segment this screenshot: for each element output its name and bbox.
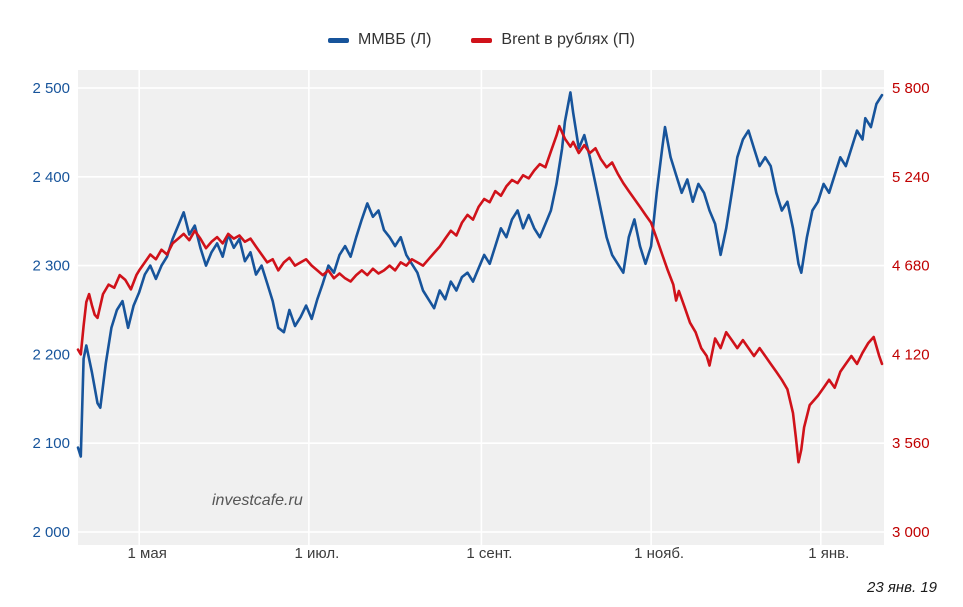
y-axis-left-label: 2 100 xyxy=(32,435,70,452)
legend-swatch-brent-icon xyxy=(471,37,493,43)
legend-label-mmvb: ММВБ (Л) xyxy=(357,31,432,48)
chart-legend: ММВБ (Л) Brent в рублях (П) xyxy=(0,31,963,49)
y-axis-right-label: 3 560 xyxy=(892,435,930,452)
y-axis-right-label: 5 800 xyxy=(892,80,930,97)
legend-label-brent: Brent в рублях (П) xyxy=(501,31,635,48)
legend-item-brent: Brent в рублях (П) xyxy=(471,31,635,49)
y-axis-left-label: 2 500 xyxy=(32,80,70,97)
y-axis-left-label: 2 200 xyxy=(32,346,70,363)
legend-item-mmvb: ММВБ (Л) xyxy=(327,31,432,49)
y-axis-left-label: 2 000 xyxy=(32,524,70,541)
series-line-mmvb xyxy=(76,91,884,458)
x-axis-label: 1 янв. xyxy=(808,545,849,562)
x-axis-label: 1 нояб. xyxy=(634,545,684,562)
x-axis-label: 1 сент. xyxy=(466,545,512,562)
y-axis-right-label: 4 680 xyxy=(892,258,930,275)
series-line-brent xyxy=(76,124,884,464)
x-axis-label: 1 мая xyxy=(128,545,167,562)
y-axis-left-label: 2 300 xyxy=(32,258,70,275)
x-axis-label: 1 июл. xyxy=(295,545,340,562)
date-note: 23 янв. 19 xyxy=(867,579,937,596)
y-axis-right-label: 4 120 xyxy=(892,346,930,363)
y-axis-right-label: 5 240 xyxy=(892,169,930,186)
y-axis-left-label: 2 400 xyxy=(32,169,70,186)
legend-swatch-mmvb-icon xyxy=(327,37,349,43)
y-axis-right-label: 3 000 xyxy=(892,524,930,541)
watermark: investcafe.ru xyxy=(212,492,303,509)
